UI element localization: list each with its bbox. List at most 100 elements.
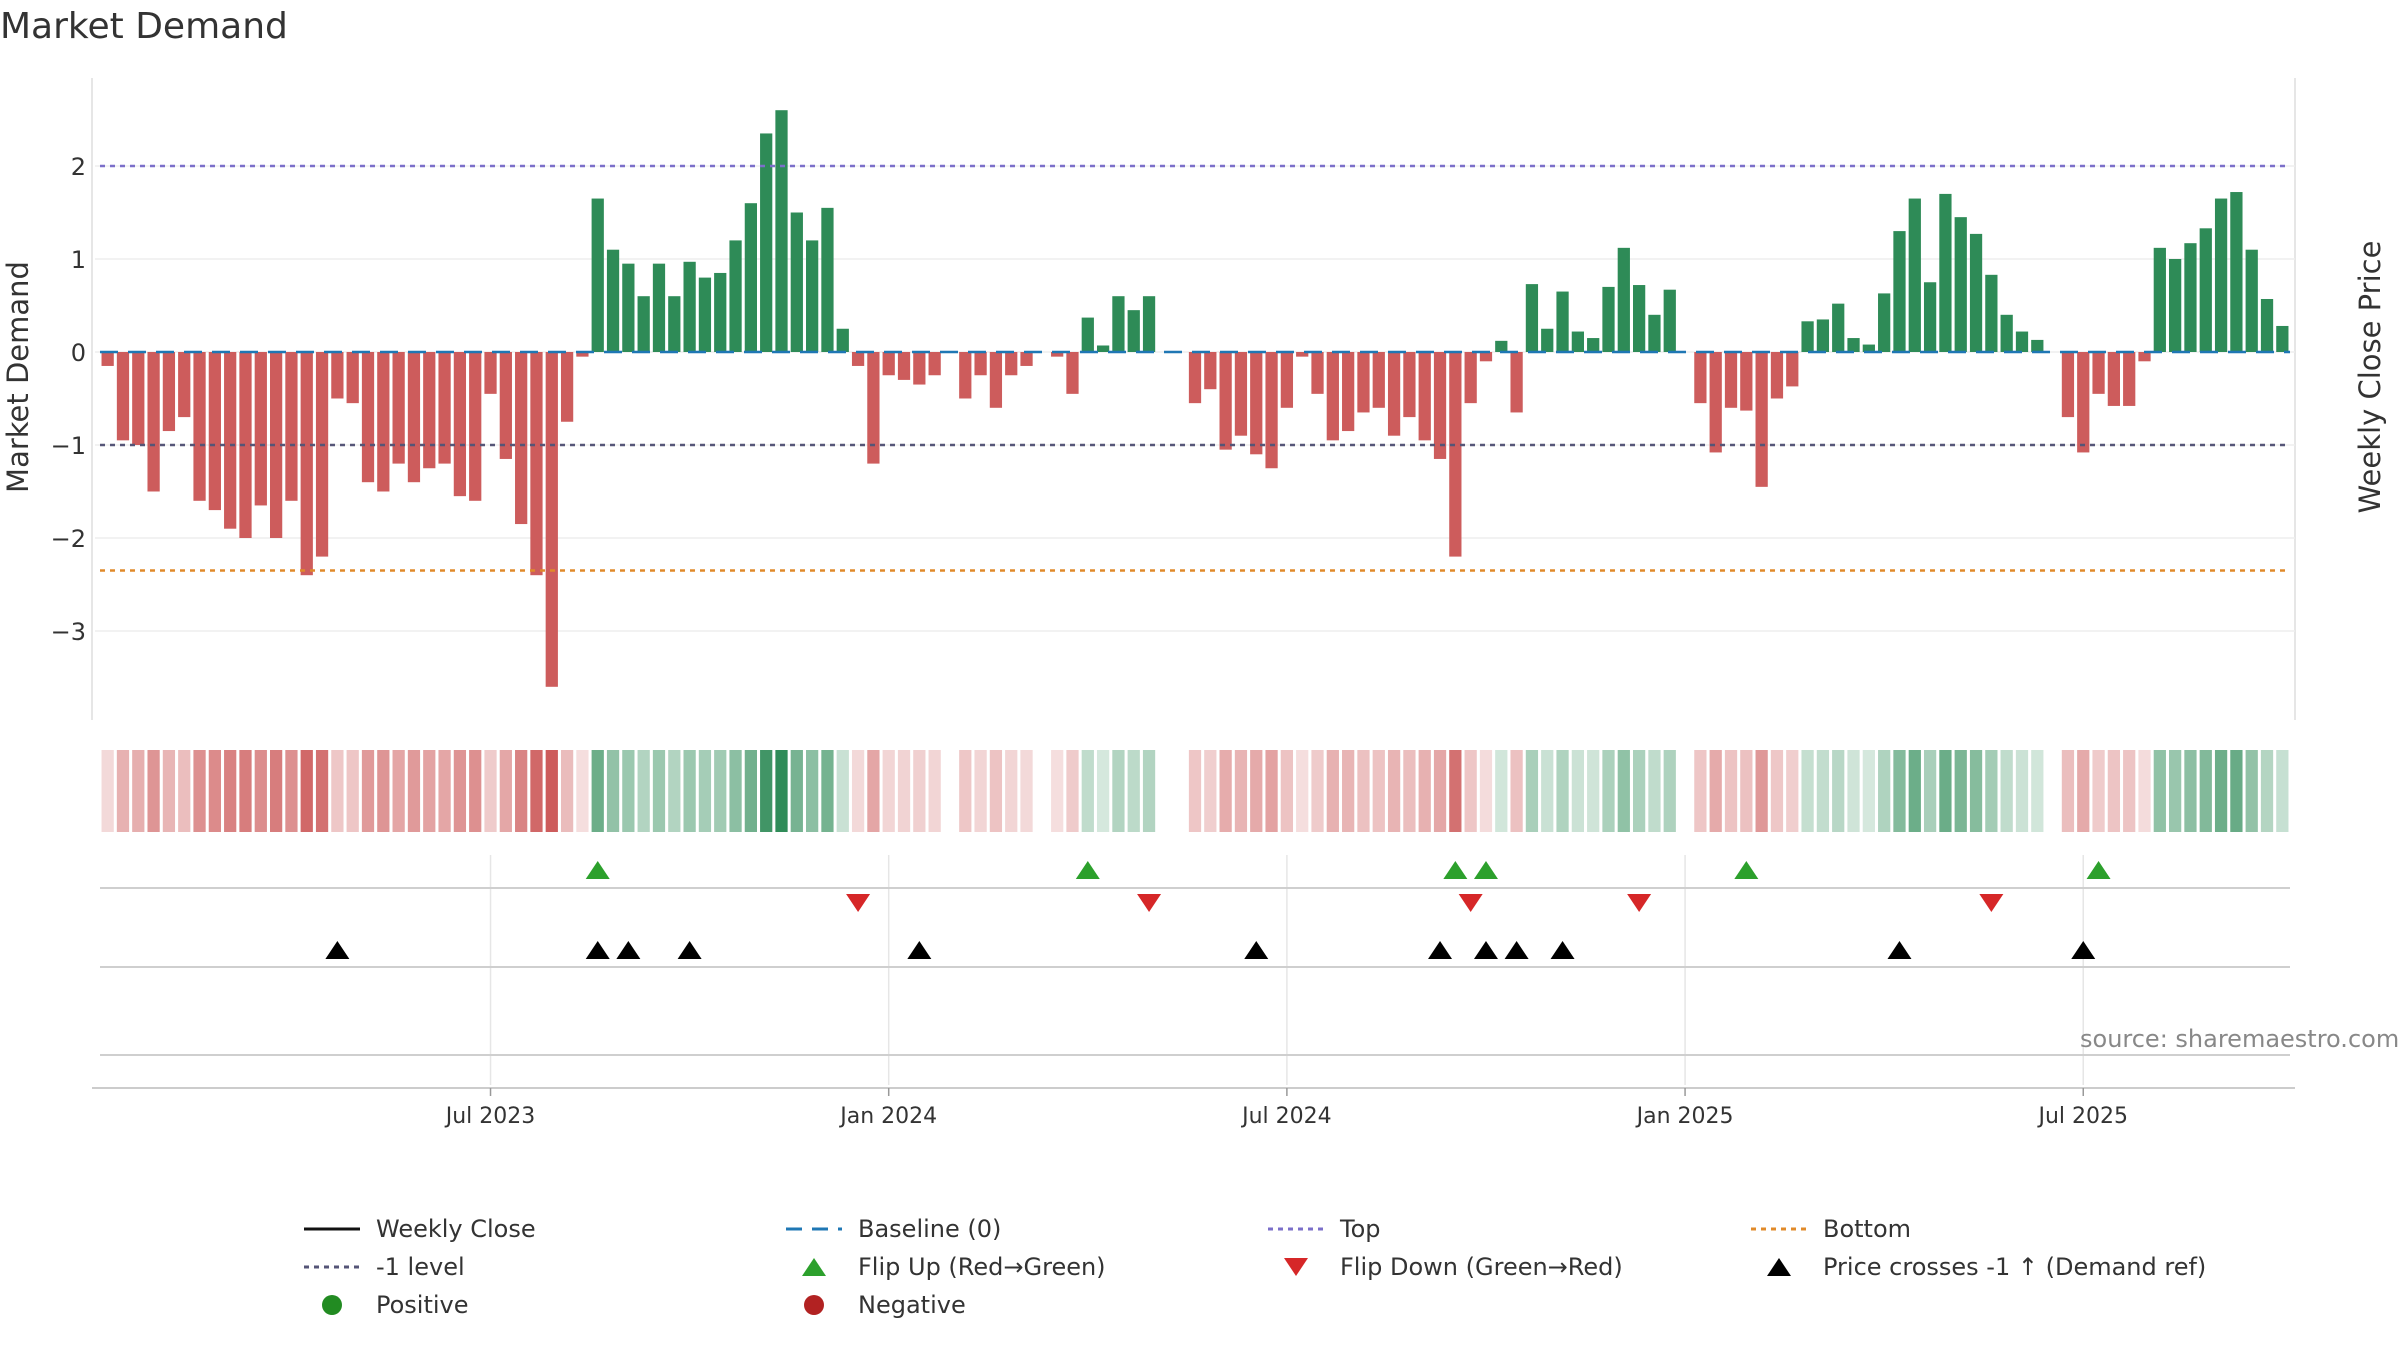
price-cross-marker <box>585 941 610 959</box>
regime-cell <box>484 750 497 832</box>
demand-bar <box>1096 345 1110 352</box>
regime-cell <box>1724 750 1738 832</box>
legend-key-tri-up <box>1767 1258 1791 1276</box>
demand-bar <box>652 263 666 352</box>
left-tick-label: −1 <box>51 432 86 460</box>
legend-key-circle <box>322 1295 342 1315</box>
demand-bar <box>239 352 252 538</box>
regime-cell <box>1893 750 1906 832</box>
demand-bar <box>1663 289 1676 352</box>
regime-cell <box>453 750 467 832</box>
regime-cell <box>2107 750 2121 832</box>
demand-bar <box>1617 247 1630 352</box>
legend-label: Negative <box>858 1291 966 1319</box>
price-cross-marker <box>325 941 350 959</box>
regime-cell <box>1525 750 1539 832</box>
demand-bar <box>1112 296 1125 352</box>
regime-cell <box>1051 750 1064 832</box>
demand-bar <box>269 352 283 538</box>
regime-cell <box>2169 750 2182 832</box>
regime-cell <box>300 750 313 832</box>
legend-key-dot <box>1268 1227 1324 1231</box>
demand-bar <box>499 352 512 459</box>
demand-bar <box>1709 352 1722 453</box>
regime-cell <box>2138 750 2151 832</box>
demand-bar <box>1740 352 1753 411</box>
regime-cell <box>1985 750 1998 832</box>
demand-bar <box>1066 352 1079 394</box>
legend-label: Flip Up (Red→Green) <box>858 1253 1106 1281</box>
demand-bar <box>1847 338 1860 352</box>
regime-cell <box>851 750 865 832</box>
regime-cell <box>2123 750 2136 832</box>
demand-bar <box>1464 352 1477 404</box>
demand-bar <box>1954 217 1967 352</box>
flip-down-marker <box>846 894 871 912</box>
demand-bar <box>576 352 589 357</box>
demand-bar <box>1051 352 1064 357</box>
demand-bar <box>1602 286 1615 352</box>
demand-bar <box>193 352 206 501</box>
demand-bar <box>530 352 543 576</box>
demand-bar <box>1326 352 1339 441</box>
price-cross-marker <box>1504 941 1529 959</box>
flip-up-marker <box>1734 861 1759 879</box>
flip-up-marker <box>585 861 610 879</box>
legend-label: Bottom <box>1823 1215 1912 1243</box>
regime-cell <box>2276 750 2289 832</box>
demand-bar <box>1724 352 1738 408</box>
regime-cell <box>729 750 742 832</box>
legend-item: Flip Up (Red→Green) <box>782 1253 1106 1281</box>
demand-bar <box>224 352 237 529</box>
demand-bar <box>1387 352 1401 436</box>
regime-cell <box>1311 750 1324 832</box>
demand-bar <box>867 352 880 464</box>
demand-bar <box>208 352 221 511</box>
regime-cell <box>989 750 1003 832</box>
legend: Weekly Close Baseline (0) Top Bottom -1 leve… <box>300 1215 2260 1335</box>
regime-cell <box>423 750 436 832</box>
demand-bar <box>790 212 803 352</box>
demand-bar <box>1188 352 1202 404</box>
regime-cell <box>438 750 451 832</box>
x-tick-label: Jul 2024 <box>1240 1104 1332 1129</box>
x-tick-label: Jan 2024 <box>838 1104 937 1129</box>
price-cross-marker <box>616 941 641 959</box>
demand-bar <box>1801 321 1814 352</box>
demand-bar <box>913 352 926 385</box>
regime-cell <box>1081 750 1094 832</box>
demand-bar <box>423 352 436 469</box>
regime-cell <box>407 750 421 832</box>
regime-cell <box>2061 750 2075 832</box>
regime-cell <box>361 750 375 832</box>
demand-bar <box>591 198 604 352</box>
right-axis-title: Weekly Close Price <box>2353 241 2387 514</box>
legend-label: -1 level <box>376 1253 465 1281</box>
demand-bar <box>1969 233 1983 352</box>
regime-cell <box>1602 750 1615 832</box>
legend-key-line <box>304 1227 360 1231</box>
demand-bar <box>1234 352 1248 436</box>
demand-bar <box>560 352 574 422</box>
demand-bar <box>2123 352 2136 406</box>
demand-bar <box>637 296 650 352</box>
regime-cell <box>2031 750 2044 832</box>
price-cross-marker <box>1550 941 1575 959</box>
demand-bar <box>1495 340 1508 352</box>
legend-item: Bottom <box>1747 1215 1911 1243</box>
regime-cell <box>377 750 390 832</box>
regime-cell <box>101 750 114 832</box>
regime-cell <box>1219 750 1232 832</box>
demand-bar <box>1525 284 1539 352</box>
flip-up-marker <box>1443 861 1468 879</box>
demand-bar <box>515 352 528 525</box>
regime-cell <box>744 750 757 832</box>
flip-down-marker <box>1137 894 1162 912</box>
demand-bar <box>2015 331 2029 352</box>
legend-item: Positive <box>300 1291 469 1319</box>
demand-bar <box>622 263 635 352</box>
demand-bar <box>1862 344 1875 352</box>
regime-cell <box>683 750 696 832</box>
regime-cell <box>606 750 620 832</box>
regime-cell <box>1862 750 1875 832</box>
